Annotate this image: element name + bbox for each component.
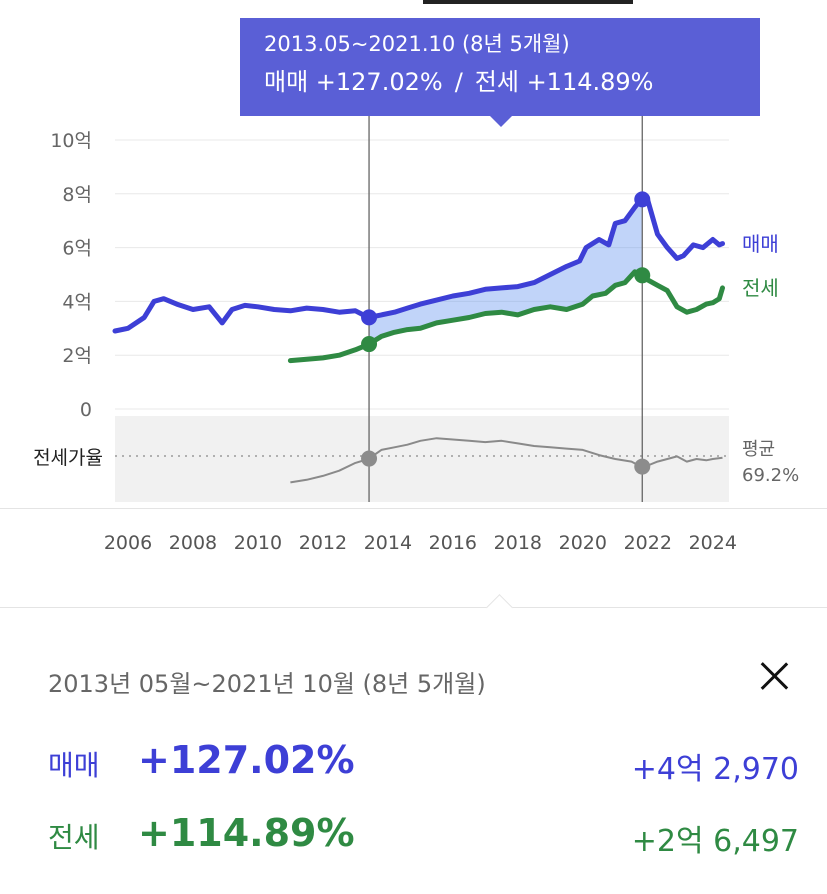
x-tick-label: 2006 bbox=[104, 532, 152, 554]
range-markers[interactable] bbox=[361, 191, 651, 475]
tooltip-pointer bbox=[490, 116, 512, 127]
x-tick-label: 2014 bbox=[364, 532, 412, 554]
jeonse-marker-start bbox=[361, 336, 378, 353]
top-tab-indicator bbox=[423, 0, 633, 4]
jeonse-amount: +2억 6,497 bbox=[631, 824, 799, 859]
range-fill bbox=[369, 199, 642, 344]
jeonse-series-label: 전세 bbox=[742, 276, 779, 300]
x-tick-label: 2020 bbox=[559, 532, 607, 554]
ratio-avg-value: 69.2% bbox=[742, 465, 799, 486]
sale-marker-start bbox=[361, 309, 378, 326]
x-tick-label: 2022 bbox=[624, 532, 672, 554]
summary-panel bbox=[0, 608, 827, 894]
x-axis-labels: 2006 2008 2010 2012 2014 2016 2018 2020 2022 2024 bbox=[104, 532, 737, 554]
y-tick-label: 8억 bbox=[62, 184, 92, 206]
x-tick-label: 2012 bbox=[299, 532, 347, 554]
jeonse-label: 전세 bbox=[48, 821, 100, 854]
x-tick-label: 2018 bbox=[494, 532, 542, 554]
range-tooltip: 2013.05~2021.10 (8년 5개월) 매매 +127.02% / 전세 … bbox=[240, 18, 760, 116]
y-tick-label: 0 bbox=[80, 399, 92, 421]
tooltip-values: 매매 +127.02% / 전세 +114.89% bbox=[264, 62, 736, 102]
sale-percent: +127.02% bbox=[138, 738, 355, 782]
y-tick-label: 10억 bbox=[50, 130, 92, 152]
y-tick-label: 6억 bbox=[62, 238, 92, 260]
sale-marker-end bbox=[634, 191, 651, 208]
jeonse-percent: +114.89% bbox=[138, 811, 355, 855]
ratio-marker-end bbox=[634, 458, 651, 475]
panel-divider bbox=[0, 607, 827, 608]
jeonse-marker-end bbox=[634, 267, 651, 284]
x-tick-label: 2016 bbox=[429, 532, 477, 554]
x-tick-label: 2024 bbox=[689, 532, 737, 554]
ratio-label: 전세가율 bbox=[33, 447, 103, 469]
ratio-band bbox=[115, 416, 729, 502]
price-chart[interactable]: 10억 8억 6억 4억 2억 0 2006 2008 2010 2012 2014 2016 201… bbox=[0, 0, 827, 600]
tooltip-jeonse: 전세 +114.89% bbox=[474, 68, 654, 96]
x-tick-label: 2010 bbox=[234, 532, 282, 554]
x-tick-label: 2008 bbox=[169, 532, 217, 554]
chart-divider bbox=[0, 508, 827, 509]
tooltip-period: 2013.05~2021.10 (8년 5개월) bbox=[264, 32, 570, 56]
close-icon[interactable] bbox=[752, 654, 796, 698]
sale-label: 매매 bbox=[48, 749, 100, 782]
y-tick-label: 2억 bbox=[62, 345, 92, 367]
gridlines bbox=[115, 139, 729, 457]
range-area bbox=[368, 116, 643, 502]
series-lines bbox=[112, 196, 725, 364]
tooltip-separator: / bbox=[454, 68, 463, 96]
sale-line bbox=[112, 196, 725, 334]
summary-period: 2013년 05월~2021년 10월 (8년 5개월) bbox=[48, 670, 486, 698]
ratio-avg-label: 평균 bbox=[742, 439, 775, 460]
y-tick-label: 4억 bbox=[62, 291, 92, 313]
sale-amount: +4억 2,970 bbox=[631, 752, 799, 787]
y-axis-labels: 10억 8억 6억 4억 2억 0 bbox=[50, 130, 92, 421]
sale-series-label: 매매 bbox=[742, 232, 779, 256]
ratio-marker-start bbox=[361, 450, 378, 467]
jeonse-line bbox=[287, 269, 725, 364]
tooltip-sale: 매매 +127.02% bbox=[264, 68, 443, 96]
